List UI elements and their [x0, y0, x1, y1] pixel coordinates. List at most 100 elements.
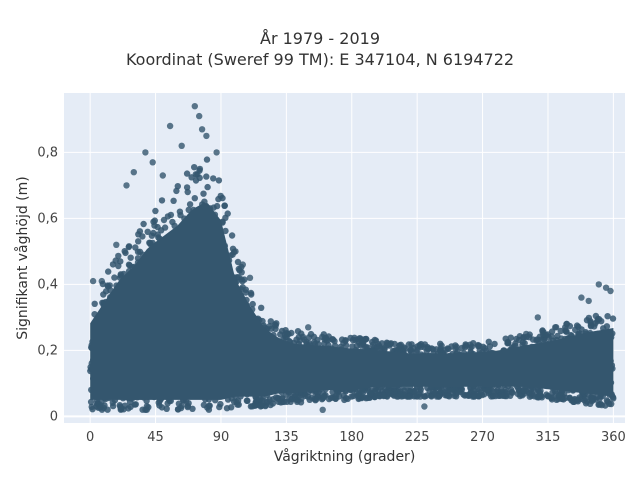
x-tick-label: 180: [339, 430, 364, 445]
x-tick-label: 315: [536, 430, 561, 445]
scatter-point: [331, 338, 338, 345]
y-tick-label: 0,6: [37, 211, 58, 226]
scatter-point: [91, 300, 98, 307]
scatter-point: [174, 406, 182, 413]
scatter-point: [544, 393, 552, 400]
scatter-point: [454, 388, 462, 395]
outlier-point: [246, 274, 254, 281]
scatter-point: [293, 336, 300, 343]
scatter-point: [299, 333, 307, 340]
scatter-point: [329, 388, 336, 396]
scatter-point: [256, 395, 264, 403]
scatter-point: [371, 336, 378, 344]
scatter-point: [412, 392, 419, 400]
outlier-point: [191, 103, 198, 110]
scatter-point: [491, 340, 498, 348]
scatter-point: [189, 405, 196, 412]
scatter-point: [401, 345, 409, 352]
scatter-point: [125, 261, 133, 268]
scatter-point: [96, 404, 104, 411]
scatter-point: [505, 339, 512, 346]
scatter-point: [608, 400, 615, 408]
scatter-point: [144, 228, 151, 235]
outlier-point: [552, 324, 559, 331]
outlier-point: [602, 284, 610, 291]
scatter-point: [205, 402, 213, 410]
scatter-point: [307, 330, 315, 338]
y-axis-label: Signifikant våghöjd (m): [14, 176, 31, 339]
scatter-point: [176, 208, 184, 215]
x-tick-label: 90: [213, 430, 230, 445]
scatter-point: [200, 190, 207, 197]
scatter-point: [462, 342, 470, 349]
scatter-point: [471, 390, 478, 398]
outlier-point: [578, 294, 585, 301]
outlier-point: [196, 112, 203, 120]
scatter-point: [127, 254, 134, 261]
scatter-point: [499, 392, 506, 399]
scatter-point: [283, 398, 291, 405]
scatter-point: [112, 257, 119, 264]
scatter-points: [87, 103, 617, 413]
y-tick-label: 0: [50, 409, 58, 424]
y-tick-label: 0,8: [37, 145, 58, 160]
scatter-point: [109, 399, 117, 406]
scatter-point: [191, 195, 198, 202]
scatter-point: [228, 232, 236, 239]
scatter-point: [161, 224, 169, 231]
scatter-point: [216, 403, 223, 411]
scatter-point: [155, 399, 162, 406]
scatter-point: [463, 392, 470, 399]
scatter-point: [536, 392, 544, 399]
y-tick-label: 0,4: [37, 277, 58, 292]
x-tick-label: 45: [147, 430, 164, 445]
scatter-point: [358, 387, 366, 395]
scatter-point: [596, 401, 603, 408]
scatter-point: [595, 316, 603, 323]
scatter-point: [191, 164, 198, 171]
scatter-point: [183, 184, 191, 191]
scatter-point: [139, 233, 146, 240]
scatter-point: [401, 391, 408, 399]
scatter-point: [609, 315, 617, 322]
scatter-point: [258, 304, 265, 311]
scatter-point: [369, 341, 377, 349]
scatter-point: [169, 218, 176, 226]
outlier-point: [305, 324, 312, 331]
scatter-point: [445, 345, 452, 353]
scatter-point: [489, 393, 497, 400]
scatter-point: [275, 398, 282, 405]
scatter-point: [186, 201, 194, 208]
scatter-point: [294, 328, 302, 335]
scatter-point: [322, 334, 330, 341]
scatter-point: [221, 202, 228, 209]
outlier-point: [198, 126, 206, 133]
outlier-point: [113, 241, 120, 248]
scatter-point: [520, 387, 527, 394]
scatter-point: [158, 197, 166, 204]
scatter-point: [272, 322, 279, 329]
scatter-point: [267, 318, 274, 325]
scatter-point: [470, 340, 477, 347]
scatter-point: [200, 401, 208, 409]
outlier-point: [319, 406, 326, 413]
scatter-point: [88, 403, 95, 411]
scatter-point: [223, 405, 231, 412]
scatter-point: [192, 171, 199, 178]
outlier-point: [98, 277, 106, 285]
scatter-point: [479, 343, 487, 350]
scatter-point: [338, 336, 346, 343]
outlier-point: [523, 330, 530, 338]
scatter-point: [234, 258, 242, 266]
scatter-point: [591, 323, 598, 330]
scatter-point: [537, 387, 544, 394]
x-axis-label: Vågriktning (grader): [274, 448, 416, 465]
scatter-point: [283, 331, 290, 338]
outlier-point: [178, 142, 185, 149]
scatter-point: [436, 347, 444, 354]
scatter-point: [213, 202, 221, 210]
scatter-point: [249, 300, 256, 308]
scatter-point: [474, 341, 482, 349]
scatter-point: [589, 395, 596, 403]
scatter-point: [117, 405, 125, 412]
